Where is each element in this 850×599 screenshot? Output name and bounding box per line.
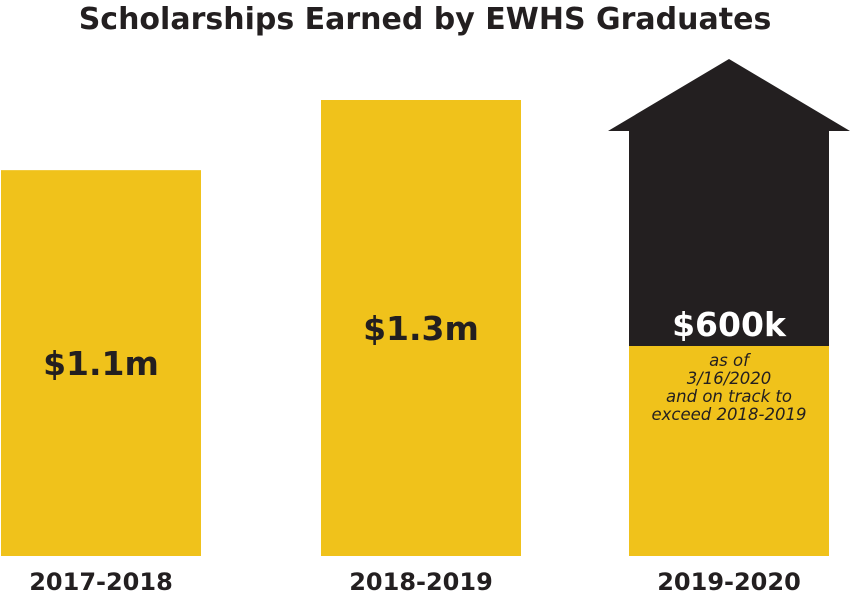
bar-value-label-2018-2019: $1.3m <box>363 309 479 348</box>
annotation-line-2: 3/16/2020 <box>687 369 772 388</box>
bar-value-label-2019-2020: $600k <box>672 305 787 344</box>
bar-value-label-2017-2018: $1.1m <box>43 344 159 383</box>
chart-title: Scholarships Earned by EWHS Graduates <box>78 2 772 37</box>
bar-2018-2019 <box>321 100 521 556</box>
bar-2019-2020 <box>629 346 829 556</box>
annotation-line-3: and on track to <box>666 387 792 406</box>
x-tick-label-2017-2018: 2017-2018 <box>29 568 173 596</box>
x-tick-label-2019-2020: 2019-2020 <box>657 568 801 596</box>
bar-2017-2018 <box>1 170 201 556</box>
x-tick-label-2018-2019: 2018-2019 <box>349 568 493 596</box>
annotation-line-1: as of <box>709 351 751 370</box>
annotation-line-4: exceed 2018-2019 <box>652 405 807 424</box>
trend-arrow-2019-2020 <box>608 59 850 346</box>
